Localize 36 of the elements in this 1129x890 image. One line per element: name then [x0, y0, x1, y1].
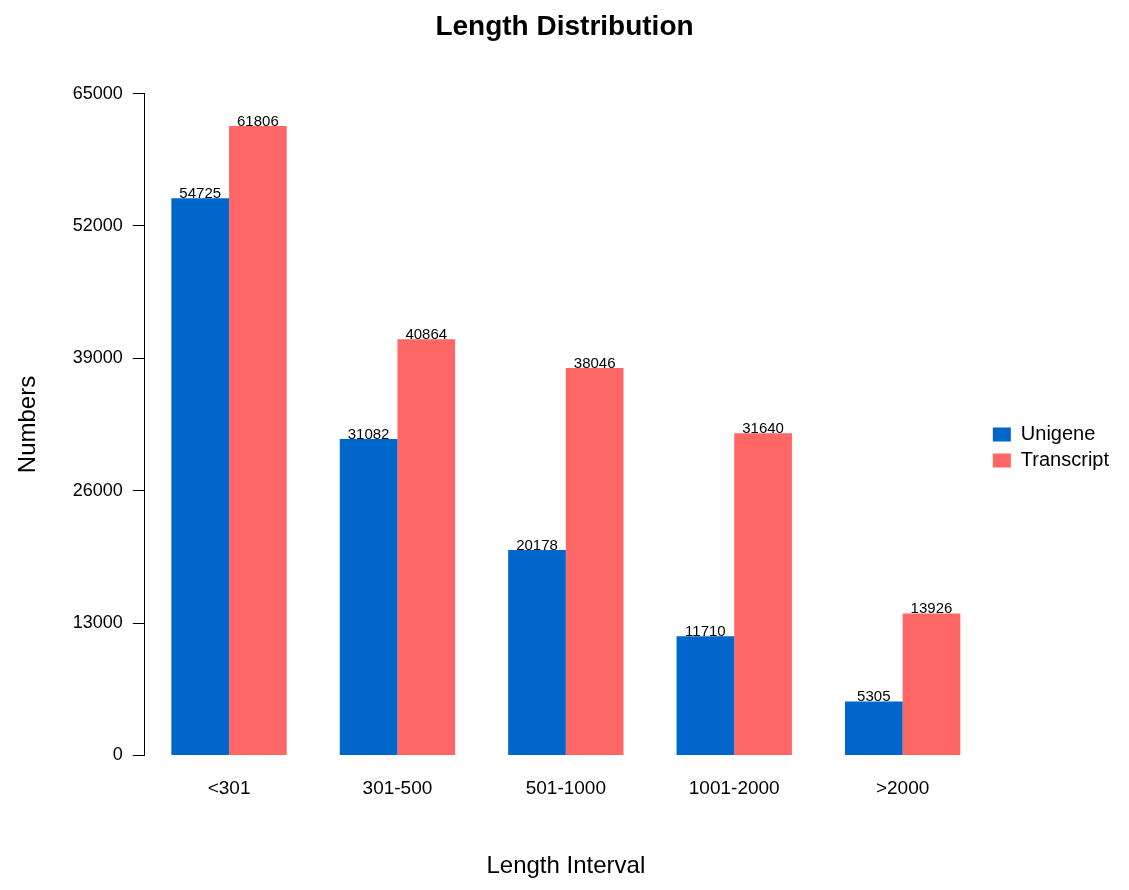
legend-label: Unigene	[1020, 422, 1096, 445]
y-tick-label: 26000	[72, 479, 123, 500]
bar	[902, 613, 961, 755]
data-label: 11710	[685, 621, 726, 639]
x-tick-label: 301-500	[362, 777, 433, 799]
bar	[676, 636, 735, 755]
data-label: 38046	[573, 353, 616, 371]
data-label: 5305	[857, 687, 891, 705]
bar	[844, 701, 903, 755]
bar	[565, 368, 624, 755]
bar	[508, 549, 566, 755]
x-axis-title: Length Interval	[486, 851, 646, 879]
x-tick-label: >2000	[875, 777, 930, 799]
y-tick-label: 65000	[72, 82, 123, 103]
data-label: 20178	[516, 535, 558, 553]
y-axis-title: Numbers	[13, 375, 41, 474]
data-label: 13926	[910, 599, 953, 617]
bar	[171, 198, 230, 755]
y-tick-label: 0	[112, 744, 123, 765]
y-tick-label: 52000	[72, 214, 123, 235]
bar	[397, 339, 456, 755]
x-tick-label: <301	[207, 777, 251, 799]
data-label: 40864	[405, 324, 448, 342]
legend-label: Transcript	[1020, 448, 1110, 471]
data-label: 31082	[347, 424, 390, 442]
data-label: 61806	[237, 111, 279, 129]
data-label: 31640	[742, 418, 784, 436]
x-tick-label: 501-1000	[525, 777, 606, 799]
bar	[229, 126, 287, 755]
y-tick-label: 39000	[72, 347, 123, 368]
y-tick-label: 13000	[72, 612, 123, 633]
x-tick-label: 1001-2000	[688, 777, 780, 799]
bar	[339, 438, 398, 755]
chart-title: Length Distribution	[435, 9, 694, 41]
bar	[734, 433, 792, 755]
data-label: 54725	[179, 183, 222, 201]
